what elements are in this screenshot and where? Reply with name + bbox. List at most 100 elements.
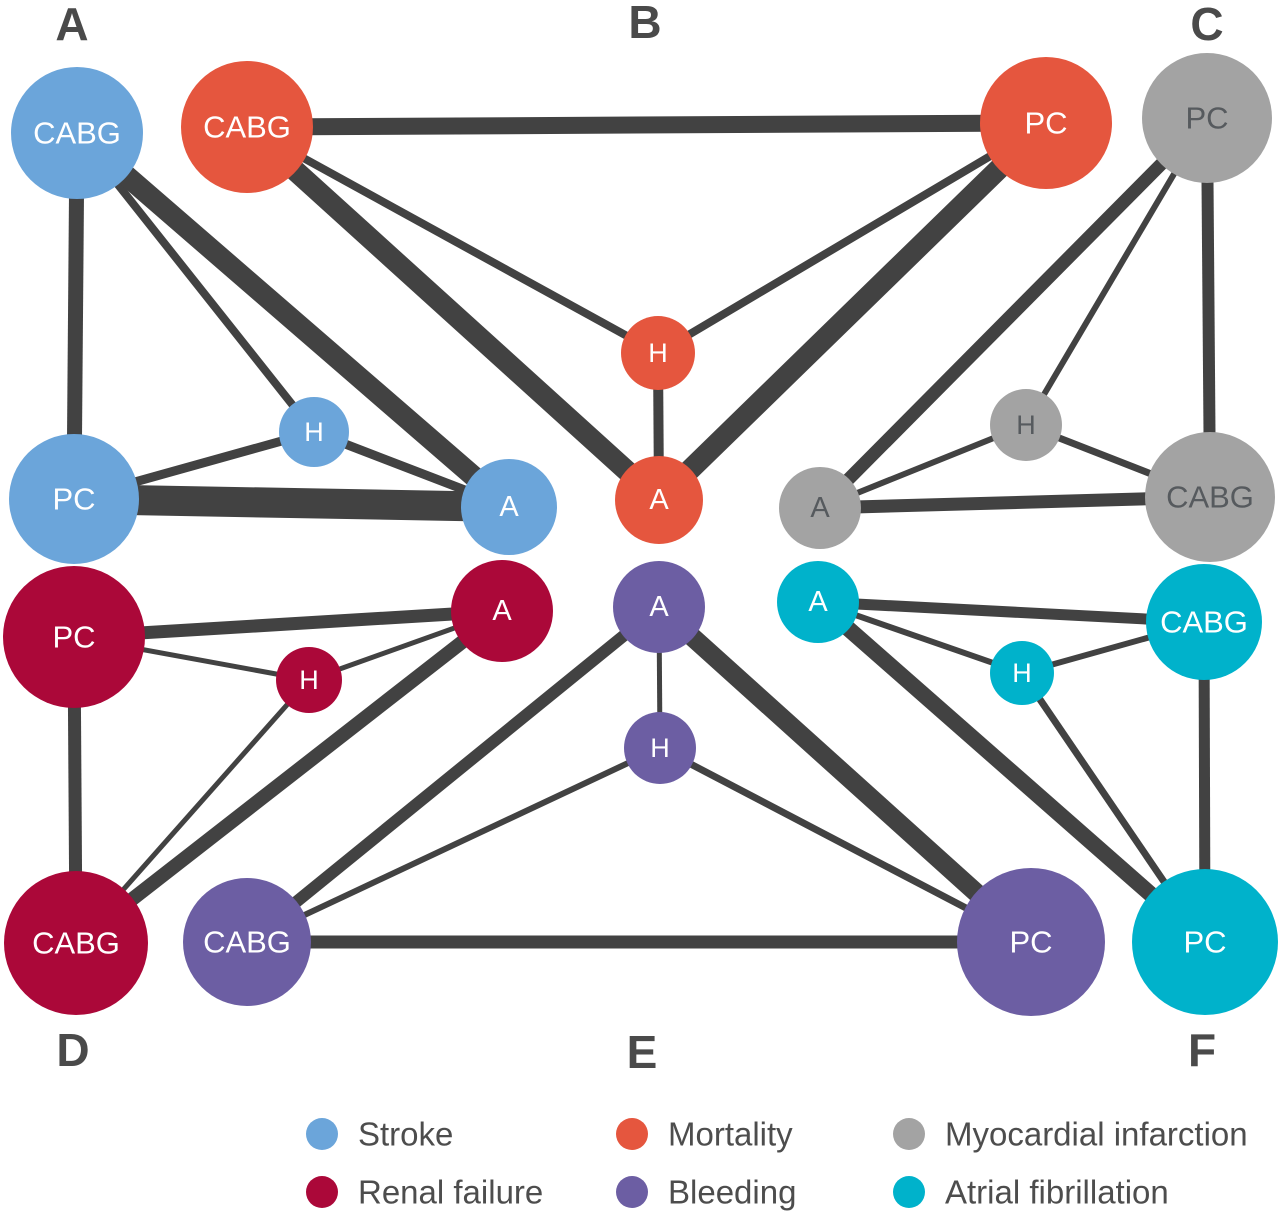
panel-A-node-circle-CABG — [11, 67, 143, 199]
panel-B-node-circle-H — [621, 316, 695, 390]
panel-E-node-A: A — [613, 561, 705, 653]
panel-E-node-circle-CABG — [183, 878, 311, 1006]
panel-B-node-label-A: A — [649, 484, 669, 516]
panel-C-node-label-A: A — [810, 492, 830, 524]
panel-C-node-A: A — [779, 467, 861, 549]
legend-label-stroke: Stroke — [358, 1116, 453, 1153]
panel-F-node-A: A — [777, 561, 859, 643]
panel-C-node-circle-CABG — [1145, 432, 1275, 562]
panel-E-node-label-CABG: CABG — [203, 925, 291, 960]
panel-B-node-A: A — [615, 456, 703, 544]
panel-B-node-circle-CABG — [181, 61, 313, 193]
panel-F-node-circle-PC — [1132, 869, 1278, 1015]
panel-F-node-circle-H — [990, 641, 1054, 705]
panel-A-node-label-PC: PC — [52, 482, 95, 517]
panel-label-C: C — [1190, 0, 1223, 50]
legend-item-mortality: Mortality — [616, 1116, 793, 1153]
legend-label-bleeding: Bleeding — [668, 1174, 796, 1211]
panel-C-node-CABG: CABG — [1145, 432, 1275, 562]
panel-D-node-circle-PC — [3, 566, 145, 708]
panel-E-node-label-H: H — [650, 733, 670, 763]
panel-C-node-label-PC: PC — [1185, 101, 1228, 136]
legend-dot-atrial-fibrillation — [893, 1176, 925, 1208]
panel-B-edge-PC-H — [655, 119, 1049, 357]
panel-D-edge-CABG-A — [71, 605, 507, 949]
panel-F-node-H: H — [990, 641, 1054, 705]
legend-dot-myocardial-infarction — [893, 1118, 925, 1150]
panel-B-edge-CABG-H — [245, 123, 660, 357]
panel-D-node-circle-H — [276, 647, 342, 713]
panel-C-node-circle-PC — [1142, 53, 1272, 183]
panel-A-edge-PC-A — [73, 484, 510, 522]
panel-C-node-PC: PC — [1142, 53, 1272, 183]
panel-D-node-label-A: A — [492, 595, 512, 627]
panel-label-E: E — [627, 1026, 658, 1078]
panel-E-edge-CABG-H — [245, 745, 662, 945]
panel-B-node-CABG: CABG — [181, 61, 313, 193]
panel-F-node-label-A: A — [808, 586, 828, 618]
panel-A-node-A: A — [461, 459, 557, 555]
panel-B-edge-CABG-A — [239, 119, 667, 508]
panel-E-node-H: H — [624, 712, 696, 784]
panel-B-node-label-PC: PC — [1024, 106, 1067, 141]
panel-A-node-circle-H — [279, 397, 349, 467]
panel-B-node-label-CABG: CABG — [203, 110, 291, 145]
panel-label-B: B — [628, 0, 661, 48]
panel-D-node-circle-A — [451, 560, 553, 662]
panel-E-node-CABG: CABG — [183, 878, 311, 1006]
panel-C-node-H: H — [990, 389, 1062, 461]
panel-D-node-circle-CABG — [4, 871, 148, 1015]
panel-A-node-PC: PC — [9, 434, 139, 564]
panel-F-edge-A-PC — [812, 595, 1211, 949]
panel-E-node-label-A: A — [649, 591, 669, 623]
panel-D-node-label-H: H — [299, 665, 319, 695]
panel-C-edge-A-CABG — [819, 490, 1211, 515]
panel-D-node-A: A — [451, 560, 553, 662]
panel-B-node-PC: PC — [980, 57, 1112, 189]
panel-A-node-H: H — [279, 397, 349, 467]
legend-item-renal-failure: Renal failure — [306, 1174, 543, 1211]
legend-dot-stroke — [306, 1118, 338, 1150]
panel-D-node-H: H — [276, 647, 342, 713]
panel-A-node-label-H: H — [304, 417, 324, 447]
legend-label-renal-failure: Renal failure — [358, 1174, 543, 1211]
panel-E-node-circle-PC — [957, 868, 1105, 1016]
panel-D-node-label-PC: PC — [52, 620, 95, 655]
legend: Stroke Mortality Myocardial infarction Rena… — [306, 1116, 1248, 1211]
panel-B-edge-CABG-PC — [246, 114, 1047, 136]
panel-label-A: A — [55, 0, 88, 50]
panel-D-node-label-CABG: CABG — [32, 926, 120, 961]
panel-A-node-circle-A — [461, 459, 557, 555]
panel-label-D: D — [56, 1024, 89, 1076]
panel-label-F: F — [1188, 1024, 1216, 1076]
panel-A-node-label-CABG: CABG — [33, 116, 121, 151]
panel-C-node-label-CABG: CABG — [1166, 480, 1254, 515]
panel-A-edge-CABG-A — [70, 125, 516, 515]
panel-B-node-label-H: H — [648, 338, 668, 368]
panel-A-node-CABG: CABG — [11, 67, 143, 199]
panel-D-node-PC: PC — [3, 566, 145, 708]
panel-B-node-H: H — [621, 316, 695, 390]
legend-item-bleeding: Bleeding — [616, 1174, 796, 1211]
panel-F-node-label-H: H — [1012, 658, 1032, 688]
panel-F-node-circle-CABG — [1146, 564, 1262, 680]
legend-dot-mortality — [616, 1118, 648, 1150]
panel-E-node-PC: PC — [957, 868, 1105, 1016]
panel-F-node-circle-A — [777, 561, 859, 643]
panel-F-node-PC: PC — [1132, 869, 1278, 1015]
legend-dot-bleeding — [616, 1176, 648, 1208]
legend-dot-renal-failure — [306, 1176, 338, 1208]
panel-labels-layer: A B C D E F — [55, 0, 1223, 1078]
panel-C-edge-PC-A — [815, 113, 1212, 513]
panel-A-node-label-A: A — [499, 491, 519, 523]
legend-item-stroke: Stroke — [306, 1116, 453, 1153]
legend-label-myocardial-infarction: Myocardial infarction — [945, 1116, 1248, 1153]
nodes-layer: CABG PC H A CABG PC H A PC CABG H A PC CABG H A A H CABG PC… — [3, 53, 1278, 1016]
panel-D-node-CABG: CABG — [4, 871, 148, 1015]
panel-D-edge-PC-A — [73, 604, 503, 644]
panel-C-node-circle-A — [779, 467, 861, 549]
panel-C-node-circle-H — [990, 389, 1062, 461]
panel-C-node-label-H: H — [1016, 410, 1036, 440]
